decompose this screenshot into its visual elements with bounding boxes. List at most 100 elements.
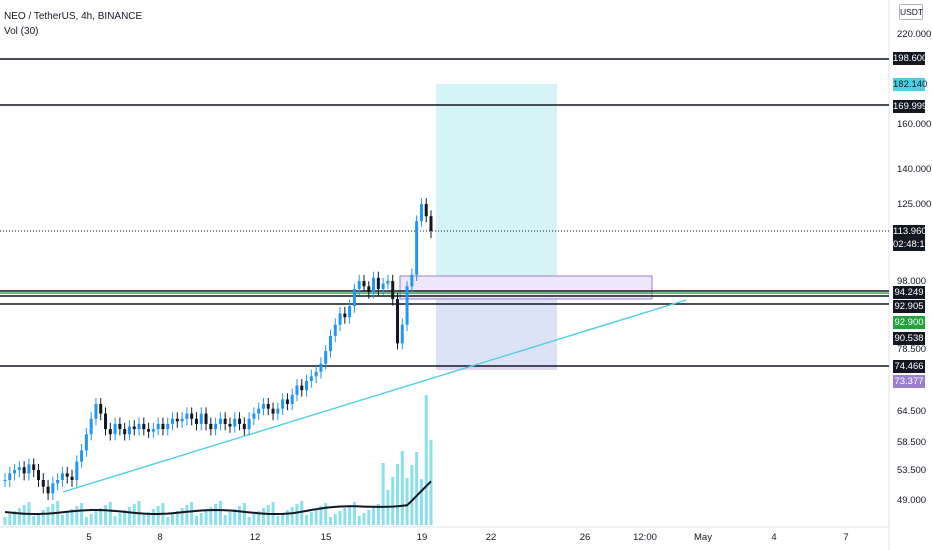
candle-body — [147, 429, 151, 432]
time-tick: 19 — [416, 532, 428, 543]
trendline — [62, 299, 687, 493]
candle-body — [175, 418, 179, 422]
volume-bar — [276, 516, 280, 525]
price-tick: 53.500 — [897, 465, 927, 476]
candle-body — [395, 299, 399, 344]
candle-body — [419, 204, 423, 222]
candle-body — [180, 418, 184, 422]
candle-body — [333, 324, 337, 336]
volume-bar — [252, 514, 256, 525]
volume-bar — [424, 395, 428, 525]
time-tick: 8 — [157, 532, 163, 543]
volume-bar — [328, 517, 332, 525]
price-tick: 160.000 — [897, 119, 932, 130]
candle-body — [266, 404, 270, 409]
volume-bar — [343, 508, 347, 525]
volume-bar — [290, 507, 294, 525]
countdown-label: 02:48:10 — [893, 238, 930, 251]
candle-body — [151, 429, 155, 432]
candle-body — [199, 413, 203, 424]
level-label-94: 94.249 — [893, 286, 925, 299]
volume-bar — [400, 451, 404, 525]
candle-body — [328, 335, 332, 352]
candle-body — [309, 376, 313, 381]
candle-body — [108, 429, 112, 435]
volume-bar — [75, 506, 79, 525]
candle-body — [156, 423, 160, 430]
volume-bar — [352, 502, 356, 525]
currency-button[interactable]: USDT — [899, 4, 923, 20]
volume-bar — [218, 501, 222, 525]
candle-body — [204, 413, 208, 424]
volume-bar — [171, 514, 175, 525]
candle-body — [118, 423, 122, 430]
green-level-label: 92.900 — [893, 316, 925, 329]
candle-body — [3, 480, 7, 481]
time-tick: 7 — [843, 532, 849, 543]
volume-bar — [300, 501, 304, 525]
candle-body — [104, 413, 108, 430]
candle-body — [415, 221, 419, 275]
volume-bar — [8, 514, 12, 525]
candle-body — [276, 408, 280, 414]
level-label-198: 198.600 — [893, 52, 928, 65]
candle-body — [343, 313, 347, 318]
volume-bar — [151, 509, 155, 525]
volume-bar — [247, 517, 251, 525]
volume-bar — [185, 505, 189, 525]
time-tick: 26 — [579, 532, 591, 543]
volume-bar — [204, 510, 208, 525]
volume-bar — [80, 503, 84, 525]
volume-bar — [94, 511, 98, 525]
volume-bar — [3, 517, 7, 525]
volume-bar — [338, 511, 342, 525]
volume-bar — [127, 507, 131, 525]
volume-indicator-label[interactable]: Vol (30) — [4, 26, 39, 37]
volume-bar — [419, 479, 423, 525]
candle-body — [17, 467, 21, 470]
candle-body — [99, 404, 103, 414]
candle-body — [214, 423, 218, 430]
volume-bar — [190, 502, 194, 525]
candle-body — [305, 380, 309, 391]
volume-bar — [295, 504, 299, 525]
volume-bar — [46, 507, 50, 525]
stop-label: 73.377 — [893, 375, 925, 388]
price-tick: 140.000 — [897, 164, 932, 175]
volume-bar — [357, 516, 361, 525]
volume-bar — [89, 514, 93, 525]
volume-bar — [132, 504, 136, 525]
level-label-90: 90.538 — [893, 332, 925, 345]
volume-bar — [166, 517, 170, 525]
volume-bar — [261, 508, 265, 525]
candle-body — [233, 418, 237, 427]
time-tick: 15 — [320, 532, 332, 543]
volume-bar — [113, 516, 117, 525]
volume-bar — [99, 508, 103, 525]
volume-bar — [257, 511, 261, 525]
volume-bar — [123, 510, 127, 525]
volume-bar — [41, 510, 45, 525]
candle-body — [376, 277, 380, 289]
candle-body — [113, 423, 117, 435]
volume-bar — [104, 505, 108, 525]
volume-bar — [65, 512, 69, 525]
candle-body — [190, 413, 194, 419]
volume-bar — [84, 517, 88, 525]
volume-bar — [37, 513, 41, 525]
symbol-title[interactable]: NEO / TetherUS, 4h, BINANCE — [4, 11, 143, 22]
candle-body — [132, 426, 136, 430]
candle-body — [285, 399, 289, 405]
volume-bar — [314, 509, 318, 525]
volume-bar — [70, 509, 74, 525]
candle-body — [185, 413, 189, 419]
candle-body — [127, 426, 131, 435]
candle-body — [166, 423, 170, 430]
time-tick: 12 — [249, 532, 261, 543]
time-tick: 5 — [86, 532, 92, 543]
volume-bar — [175, 511, 179, 525]
volume-bar — [285, 510, 289, 525]
level-label-169: 169.999 — [893, 100, 928, 113]
volume-bar — [381, 463, 385, 525]
